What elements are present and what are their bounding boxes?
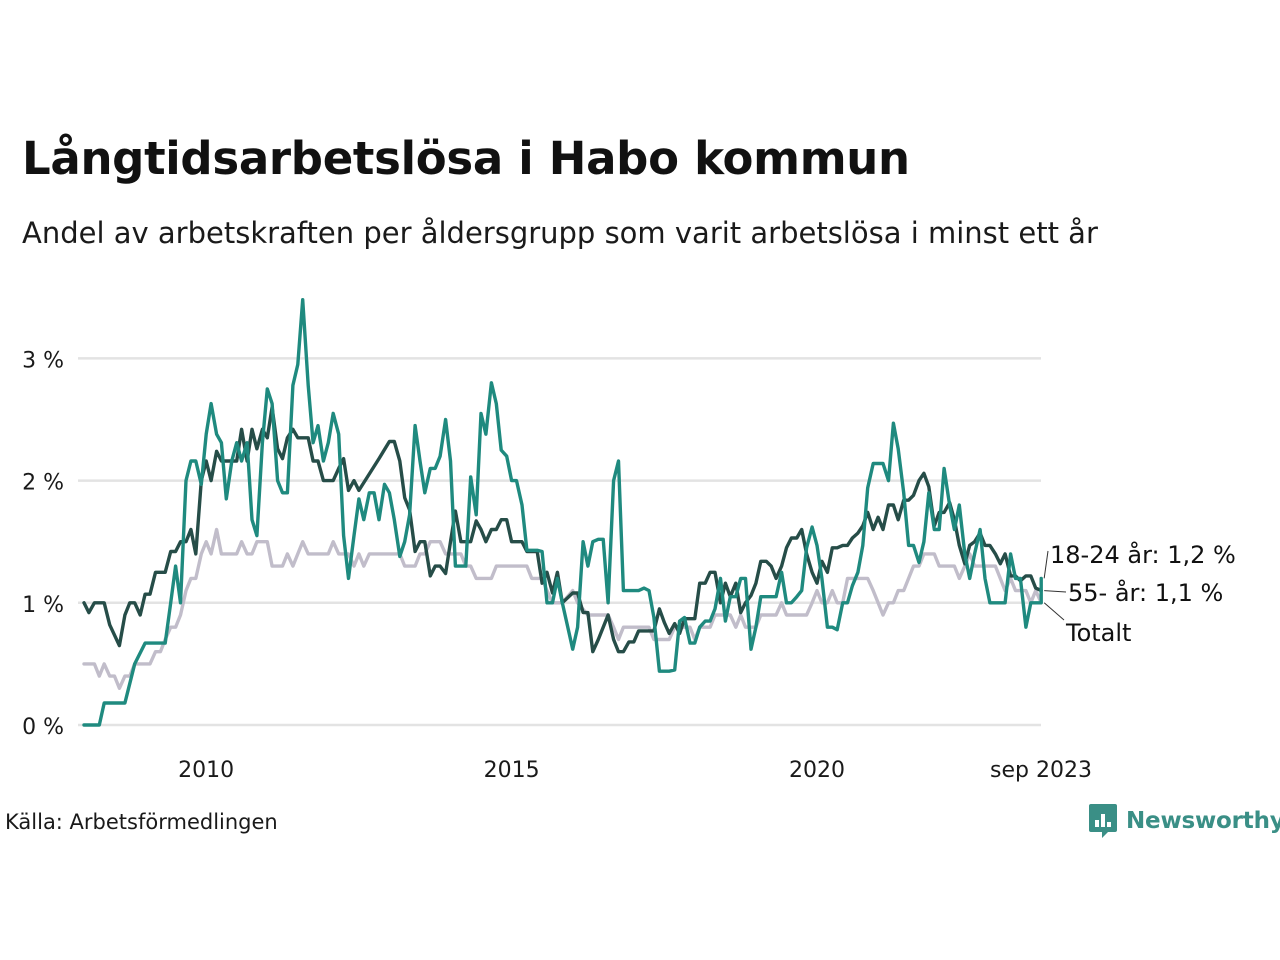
- end-labels: Totalt 55- år: 1,1 % 18-24 år: 1,2 %: [1043, 540, 1236, 647]
- series-line-total: [82, 527, 1043, 690]
- end-label-age_55: 55- år: 1,1 %: [1068, 578, 1223, 607]
- end-label-age_18_24: 18-24 år: 1,2 %: [1050, 540, 1236, 569]
- newsworthy-logo-icon: [1089, 804, 1117, 838]
- x-axis-ticks: 2010 2015 2020 sep 2023: [178, 758, 1092, 783]
- x-tick-label-2: 2020: [789, 758, 845, 783]
- x-tick-label-1: 2015: [484, 758, 540, 783]
- chart-subtitle: Andel av arbetskraften per åldersgrupp s…: [22, 216, 1098, 250]
- series-lines: [82, 298, 1043, 727]
- newsworthy-logo[interactable]: Newsworthy: [1088, 802, 1280, 840]
- end-label-leader-age_18_24: [1043, 550, 1049, 579]
- end-label-total: Totalt: [1065, 619, 1131, 647]
- end-label-leader-age_55: [1044, 590, 1067, 593]
- source-note: Källa: Arbetsförmedlingen: [5, 810, 278, 834]
- y-tick-label-3: 3 %: [22, 348, 64, 373]
- y-tick-label-2: 2 %: [22, 471, 64, 496]
- series-line-age_55: [82, 405, 1043, 654]
- newsworthy-logo-text: Newsworthy: [1126, 808, 1280, 834]
- y-tick-label-0: 0 %: [22, 715, 64, 740]
- y-tick-label-1: 1 %: [22, 593, 64, 618]
- chart-title: Långtidsarbetslösa i Habo kommun: [22, 132, 910, 185]
- end-label-leader-total: [1043, 602, 1065, 621]
- x-tick-label-0: 2010: [178, 758, 234, 783]
- y-axis-ticks: 0 % 1 % 2 % 3 %: [22, 348, 64, 740]
- x-tick-label-3: sep 2023: [990, 758, 1092, 783]
- series-line-age_18_24: [82, 298, 1043, 727]
- grid-lines: [78, 357, 1041, 727]
